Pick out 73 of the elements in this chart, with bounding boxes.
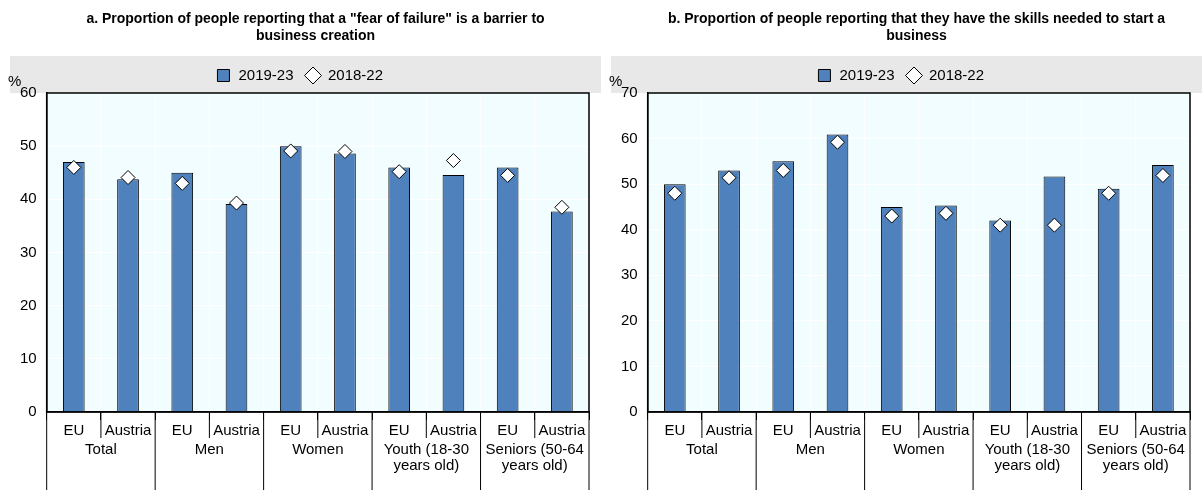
point	[1046, 217, 1062, 233]
legend-label: 2019-23	[238, 65, 294, 83]
y-tick-label: 60	[20, 83, 37, 101]
point	[500, 167, 516, 183]
point	[667, 185, 683, 201]
y-tick-label: 10	[621, 356, 638, 374]
point	[884, 208, 900, 224]
point	[721, 170, 737, 186]
y-axis-title: %	[8, 71, 22, 89]
point	[391, 164, 407, 180]
x-tick-label: EU	[171, 421, 193, 439]
point	[554, 199, 570, 215]
x-tick-label: EU	[664, 421, 686, 439]
y-axis-title: %	[609, 71, 623, 89]
y-tick-label: 0	[629, 402, 638, 420]
y-tick-label: 40	[621, 219, 638, 237]
point	[992, 217, 1008, 233]
text: Women	[893, 439, 945, 457]
y-tick-label: 50	[621, 174, 638, 192]
text: Women	[292, 439, 344, 457]
text: Youth (18-30 years old)	[383, 439, 469, 473]
y-tick-label: 0	[28, 402, 37, 420]
x-tick-label: EU	[1098, 421, 1120, 439]
point	[337, 143, 353, 159]
point	[120, 170, 136, 186]
point	[174, 175, 190, 191]
x-tick-label: Austria	[1139, 421, 1187, 439]
chart-title: b. Proportion of people reporting that they have the skills needed to start a business	[666, 9, 1167, 45]
x-tick-label: EU	[388, 421, 410, 439]
x-tick-label: EU	[772, 421, 794, 439]
x-tick-label: EU	[497, 421, 519, 439]
y-tick-label: 70	[621, 83, 638, 101]
x-tick-label: Austria	[538, 421, 586, 439]
point	[1101, 185, 1117, 201]
x-tick-label: Austria	[321, 421, 369, 439]
point	[283, 143, 299, 159]
x-tick-label: EU	[881, 421, 903, 439]
text: Men	[194, 439, 224, 457]
x-tick-label: Austria	[705, 421, 754, 439]
text: Seniors (50-64 years old)	[1086, 439, 1185, 473]
point	[1155, 167, 1171, 183]
text: Total	[686, 439, 718, 457]
text: Seniors (50-64 years old)	[485, 439, 584, 473]
point	[830, 134, 845, 150]
x-tick-label: EU	[989, 421, 1011, 439]
y-tick-label: 30	[621, 265, 638, 283]
text: Men	[795, 439, 825, 457]
y-tick-label: 40	[20, 189, 37, 207]
legend-label: 2019-23	[839, 65, 895, 83]
x-tick-label: Austria	[1031, 421, 1079, 439]
y-tick-label: 20	[20, 295, 37, 313]
text: Total	[85, 439, 117, 457]
point	[229, 195, 244, 211]
legend-label: 2018-22	[929, 65, 985, 83]
legend-label: 2018-22	[328, 65, 384, 83]
x-tick-label: EU	[280, 421, 302, 439]
x-tick-label: Austria	[814, 421, 862, 439]
y-tick-label: 20	[621, 311, 638, 328]
point	[938, 205, 954, 221]
point	[66, 159, 82, 175]
x-tick-label: Austria	[922, 421, 970, 439]
y-tick-label: 30	[20, 242, 37, 260]
x-tick-label: Austria	[213, 421, 261, 439]
point	[445, 153, 461, 169]
x-tick-label: EU	[63, 421, 85, 439]
chart-title: a. Proportion of people reporting that a "fear of failure" is a barrier to business creation	[85, 9, 546, 45]
y-tick-label: 50	[20, 136, 37, 154]
y-tick-label: 60	[621, 128, 638, 146]
point	[775, 162, 791, 178]
x-tick-label: Austria	[104, 421, 153, 439]
y-tick-label: 10	[20, 348, 37, 366]
x-tick-label: Austria	[430, 421, 478, 439]
text: Youth (18-30 years old)	[984, 439, 1070, 473]
